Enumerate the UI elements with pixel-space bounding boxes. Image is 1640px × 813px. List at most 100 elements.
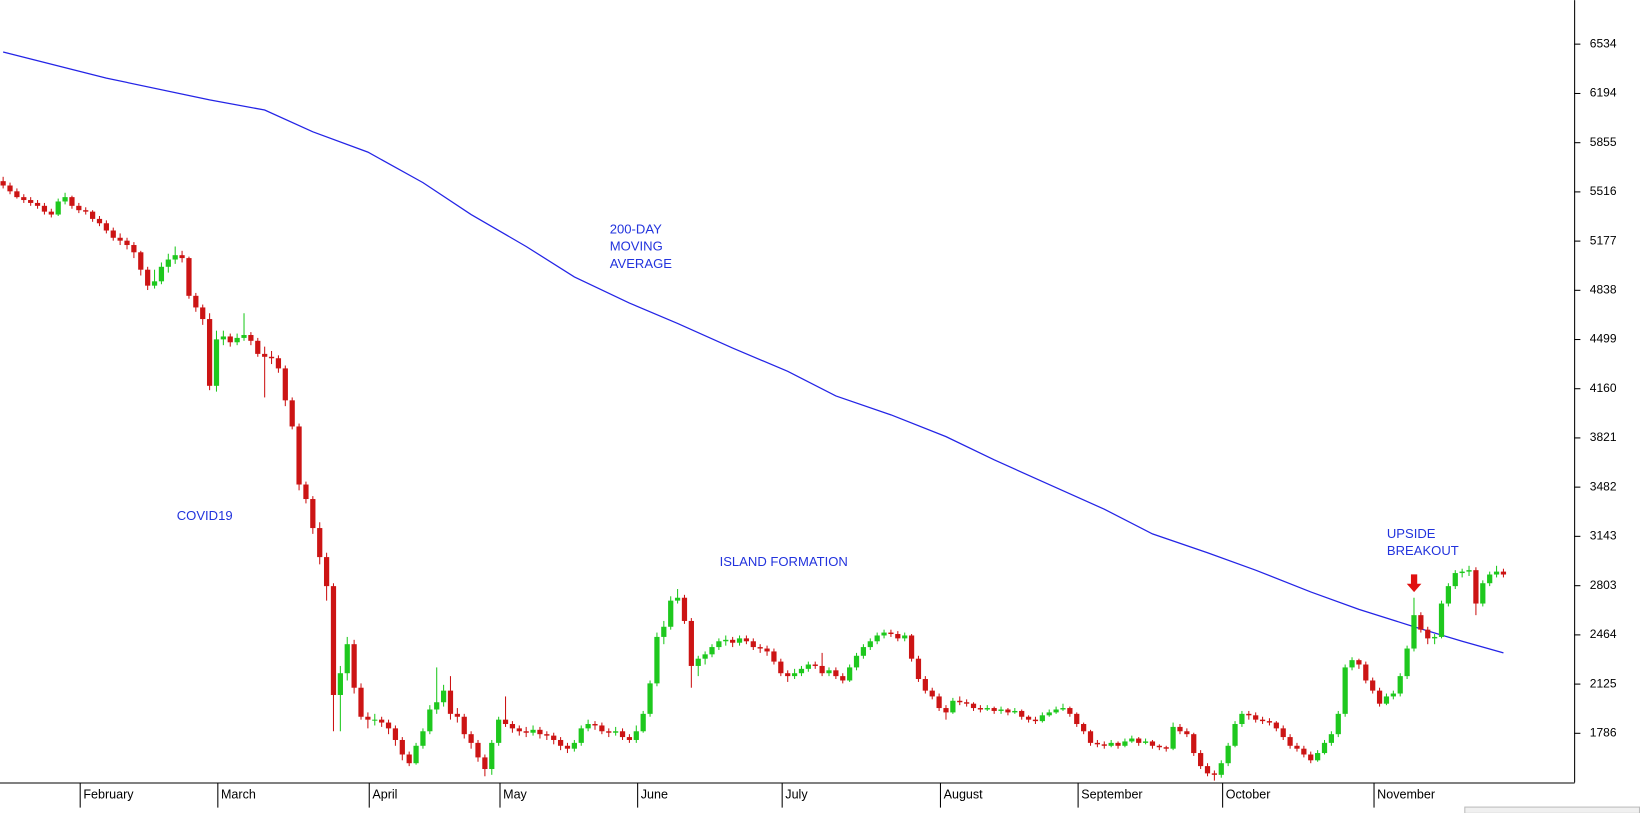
candle-body xyxy=(1032,719,1039,722)
candle-body xyxy=(1356,660,1362,665)
candle-body xyxy=(860,647,867,656)
candle-body xyxy=(131,245,137,253)
candle-body xyxy=(1191,734,1197,754)
candle-body xyxy=(0,181,6,186)
candle-body xyxy=(970,703,977,709)
candle-body xyxy=(289,400,295,427)
candle-body xyxy=(1094,742,1101,745)
candle-body xyxy=(1294,745,1300,749)
candle-body xyxy=(702,654,708,659)
moving-average-line xyxy=(2,51,1504,654)
candle-body xyxy=(468,734,474,743)
candle-body xyxy=(840,676,846,681)
candle-body xyxy=(475,742,481,758)
annotation-line: ISLAND FORMATION xyxy=(720,554,848,569)
candle-body xyxy=(592,724,598,726)
y-tick-label: 5177 xyxy=(1590,233,1617,247)
candle-body xyxy=(1115,742,1121,746)
candle-body xyxy=(1060,708,1066,710)
candle-body xyxy=(1404,648,1410,677)
candle-body xyxy=(915,658,922,680)
candle-body xyxy=(76,205,82,211)
y-tick-label: 2803 xyxy=(1590,578,1617,592)
candle-body xyxy=(330,586,337,695)
candle-body xyxy=(654,636,660,684)
candle-body xyxy=(179,255,185,259)
candle-body xyxy=(1418,615,1424,630)
candle-body xyxy=(502,719,509,725)
candle-body xyxy=(902,635,908,639)
candle-body xyxy=(908,635,915,659)
candle-body xyxy=(406,754,412,764)
candle-body xyxy=(1232,724,1238,746)
candle-body xyxy=(385,722,392,729)
candle-body xyxy=(613,731,619,733)
candle-body xyxy=(310,499,316,529)
candle-body xyxy=(530,729,536,733)
candle-body xyxy=(853,655,860,668)
candle-body xyxy=(564,745,571,749)
candle-body xyxy=(1480,583,1486,604)
candle-body xyxy=(943,708,949,713)
y-tick-label: 5855 xyxy=(1590,135,1617,149)
candle-body xyxy=(434,702,440,710)
candle-body xyxy=(1376,690,1383,704)
candle-body xyxy=(881,632,887,636)
candle-body xyxy=(557,739,564,746)
candle-body xyxy=(21,197,27,201)
candle-body xyxy=(984,708,990,710)
candle-body xyxy=(1184,731,1190,735)
candle-body xyxy=(716,641,722,648)
candle-body xyxy=(1342,667,1348,714)
candle-body xyxy=(723,639,729,642)
candle-body xyxy=(681,597,688,621)
candle-body xyxy=(193,295,199,308)
candle-body xyxy=(1170,726,1176,749)
candle-body xyxy=(888,632,894,635)
candle-body xyxy=(1432,636,1438,639)
candle-body xyxy=(1397,676,1403,694)
candle-body xyxy=(1067,708,1073,714)
annotation: COVID19 xyxy=(177,508,233,523)
candle-body xyxy=(1363,664,1369,681)
candle-body xyxy=(1087,731,1094,743)
candle-body xyxy=(1425,629,1431,639)
candle-body xyxy=(585,724,591,729)
candle-body xyxy=(172,255,178,260)
candle-body xyxy=(1259,719,1266,722)
candle-body xyxy=(1053,709,1059,713)
candle-body xyxy=(317,528,323,558)
candle-body xyxy=(48,211,54,215)
y-tick-label: 3143 xyxy=(1590,529,1617,543)
candle-body xyxy=(1411,615,1417,649)
candle-body xyxy=(89,211,96,219)
y-tick-label: 2464 xyxy=(1590,627,1617,641)
candle-body xyxy=(922,679,928,691)
x-tick-label: September xyxy=(1081,787,1142,801)
candle-body xyxy=(158,266,165,282)
annotation: 200-DAY MOVING AVERAGE xyxy=(610,221,672,271)
candle-body xyxy=(805,664,811,669)
annotation-line: 200-DAY xyxy=(610,221,662,236)
candle-body xyxy=(1108,742,1114,746)
candle-body xyxy=(110,230,116,238)
candle-body xyxy=(606,731,612,733)
candle-body xyxy=(296,426,302,485)
candle-body xyxy=(303,484,309,500)
candle-body xyxy=(730,639,736,643)
candle-body xyxy=(1101,744,1107,746)
candle-body xyxy=(496,719,502,743)
candle-body xyxy=(1136,738,1142,743)
annotation-line: COVID19 xyxy=(177,508,233,523)
candle-body xyxy=(440,690,447,703)
candle-body xyxy=(55,201,61,215)
candle-body xyxy=(977,708,984,710)
candle-body xyxy=(28,200,34,203)
x-tick-label: June xyxy=(641,787,668,801)
candle-body xyxy=(1459,571,1465,574)
candle-body xyxy=(1204,766,1211,774)
candle-body xyxy=(337,673,343,695)
candle-body xyxy=(241,335,247,338)
candle-body xyxy=(798,668,805,674)
y-tick-label: 3482 xyxy=(1590,479,1617,493)
